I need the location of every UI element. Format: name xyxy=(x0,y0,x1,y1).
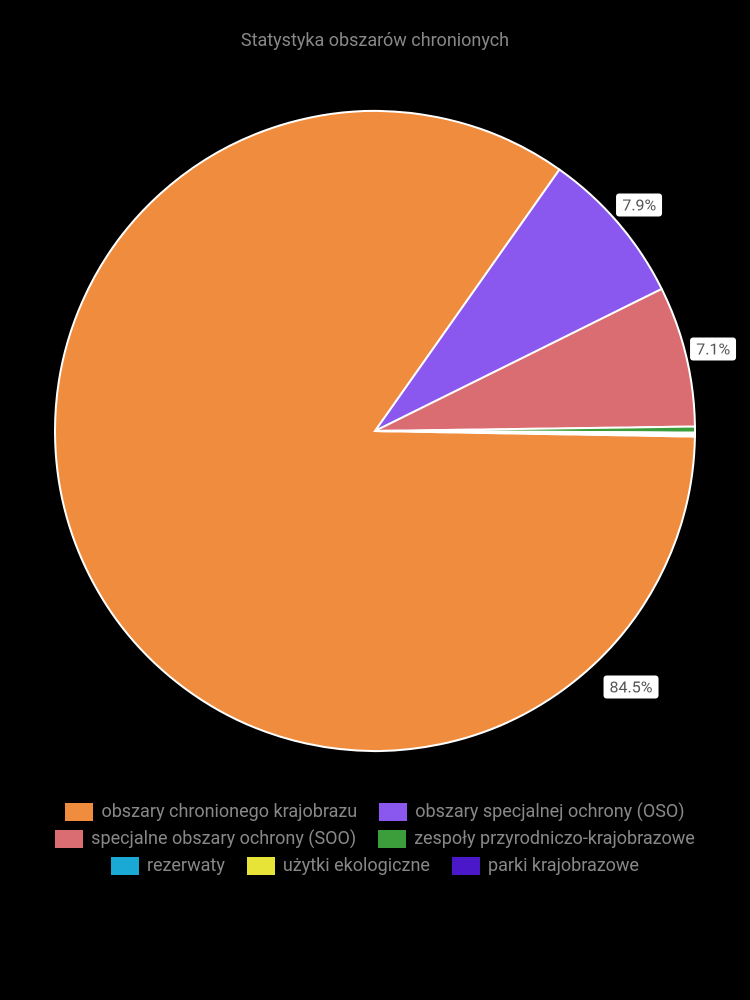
legend-swatch xyxy=(111,857,139,875)
pie-slice-label: 7.1% xyxy=(690,338,736,361)
legend-swatch xyxy=(452,857,480,875)
legend-swatch xyxy=(65,803,93,821)
legend-item: rezerwaty xyxy=(111,855,225,876)
legend-swatch xyxy=(379,803,407,821)
legend-item: zespoły przyrodniczo-krajobrazowe xyxy=(378,828,695,849)
legend-label: specjalne obszary ochrony (SOO) xyxy=(91,828,356,849)
pie-slice-label: 7.9% xyxy=(616,193,662,216)
legend-item: obszary chronionego krajobrazu xyxy=(65,801,357,822)
pie-chart: 84.5%7.9%7.1% xyxy=(25,81,725,781)
legend-label: obszary specjalnej ochrony (OSO) xyxy=(415,801,684,822)
legend-item: specjalne obszary ochrony (SOO) xyxy=(55,828,356,849)
legend: obszary chronionego krajobrazu obszary sp… xyxy=(25,801,725,876)
legend-label: rezerwaty xyxy=(147,855,225,876)
legend-item: użytki ekologiczne xyxy=(247,855,430,876)
legend-swatch xyxy=(378,830,406,848)
pie-svg xyxy=(45,101,705,761)
legend-label: użytki ekologiczne xyxy=(283,855,430,876)
legend-swatch xyxy=(247,857,275,875)
legend-label: parki krajobrazowe xyxy=(488,855,639,876)
legend-item: parki krajobrazowe xyxy=(452,855,639,876)
legend-swatch xyxy=(55,830,83,848)
chart-title: Statystyka obszarów chronionych xyxy=(241,30,509,51)
pie-slice-label: 84.5% xyxy=(604,676,659,699)
legend-label: zespoły przyrodniczo-krajobrazowe xyxy=(414,828,695,849)
legend-label: obszary chronionego krajobrazu xyxy=(101,801,357,822)
legend-item: obszary specjalnej ochrony (OSO) xyxy=(379,801,684,822)
